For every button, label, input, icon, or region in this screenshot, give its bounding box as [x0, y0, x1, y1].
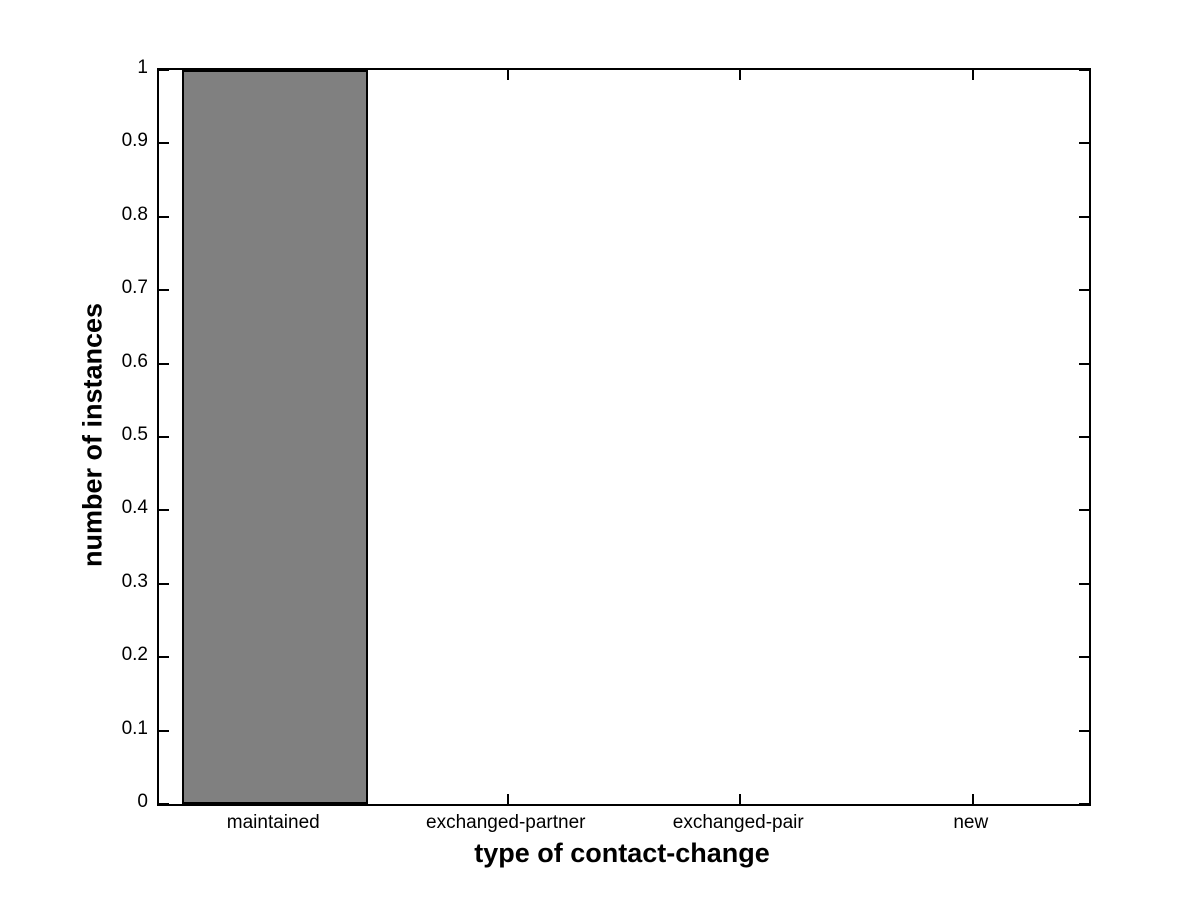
y-tick-label: 0.3 [121, 570, 148, 592]
x-tick-label: new [953, 812, 989, 833]
x-tick-top [506, 70, 509, 80]
y-tick-left [159, 582, 169, 585]
y-tick-right [1079, 656, 1089, 659]
y-tick-left [159, 656, 169, 659]
plot-area [157, 68, 1091, 806]
y-tick-left [159, 289, 169, 292]
y-tick-label: 0.7 [121, 277, 148, 299]
y-tick-right [1079, 215, 1089, 218]
y-tick-right [1079, 142, 1089, 145]
x-tick-bottom [971, 794, 974, 804]
y-tick-label: 0.9 [121, 130, 148, 152]
y-tick-left [159, 509, 169, 512]
x-axis-label: type of contact-change [474, 838, 770, 868]
x-tick-label: exchanged-partner [426, 812, 586, 833]
y-tick-right [1079, 582, 1089, 585]
y-tick-right [1079, 289, 1089, 292]
y-tick-label: 0.2 [121, 644, 148, 666]
y-tick-label: 0.6 [121, 350, 148, 372]
x-tick-label: exchanged-pair [672, 812, 804, 833]
y-tick-label: 0.4 [121, 497, 148, 519]
y-tick-right [1079, 803, 1089, 805]
y-tick-right [1079, 509, 1089, 512]
x-tick-bottom [739, 794, 742, 804]
y-tick-right [1079, 436, 1089, 438]
x-tick-top [739, 70, 742, 80]
y-tick-left [159, 729, 169, 732]
y-tick-left [159, 803, 169, 805]
y-tick-label: 0 [137, 791, 148, 812]
y-tick-label: 0.8 [121, 203, 148, 225]
y-tick-right [1079, 69, 1089, 71]
y-tick-right [1079, 729, 1089, 732]
y-tick-left [159, 436, 169, 438]
x-tick-top [971, 70, 974, 80]
x-tick-bottom [506, 794, 509, 804]
y-tick-left [159, 69, 169, 71]
bar-maintained [182, 70, 369, 804]
y-tick-left [159, 142, 169, 145]
y-tick-right [1079, 362, 1089, 365]
y-tick-label: 0.5 [121, 424, 148, 445]
y-tick-left [159, 215, 169, 218]
x-tick-label: maintained [226, 812, 320, 833]
y-tick-left [159, 362, 169, 365]
y-tick-label: 1 [137, 57, 148, 78]
y-tick-label: 0.1 [121, 717, 148, 739]
